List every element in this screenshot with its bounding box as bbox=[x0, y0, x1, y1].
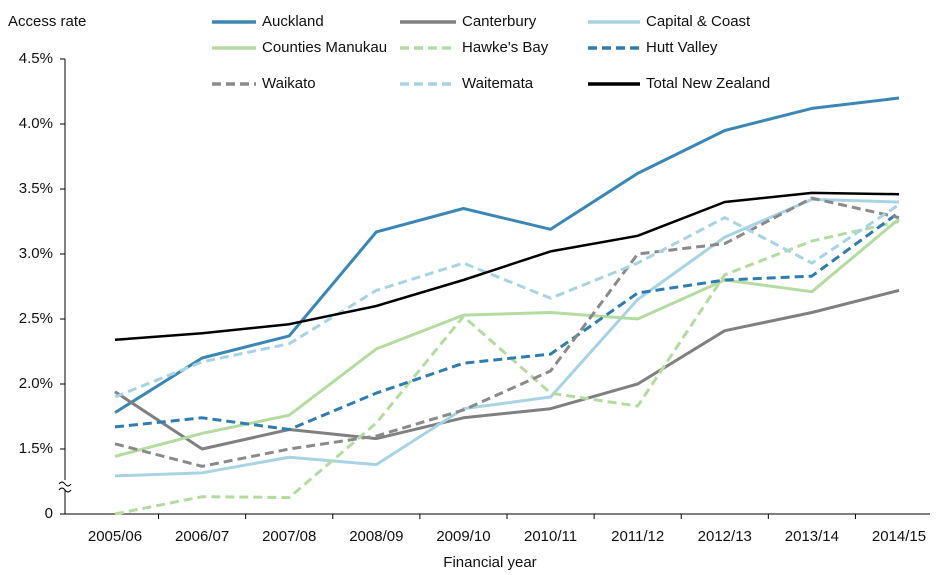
x-tick-label: 2009/10 bbox=[436, 528, 490, 545]
y-tick-label: 1.5% bbox=[19, 440, 53, 457]
legend-label: Waitemata bbox=[462, 75, 534, 92]
y-tick-label: 3.5% bbox=[19, 180, 53, 197]
y-tick-label: 0 bbox=[45, 505, 53, 522]
y-tick-label: 4.5% bbox=[19, 50, 53, 67]
legend-label: Waikato bbox=[262, 75, 316, 92]
x-tick-label: 2013/14 bbox=[785, 528, 839, 545]
series-line bbox=[114, 96, 900, 414]
axis-break-gap bbox=[59, 480, 71, 490]
series-line bbox=[114, 211, 900, 431]
x-tick-label: 2008/09 bbox=[349, 528, 403, 545]
series-line bbox=[114, 288, 900, 451]
y-tick-label: 3.0% bbox=[19, 245, 53, 262]
legend-label: Auckland bbox=[262, 13, 324, 30]
legend-label: Hawke's Bay bbox=[462, 39, 549, 56]
x-axis-title: Financial year bbox=[443, 554, 536, 571]
y-tick-label: 2.0% bbox=[19, 375, 53, 392]
series-line bbox=[114, 203, 900, 399]
legend-label: Canterbury bbox=[462, 13, 537, 30]
y-tick-label: 4.0% bbox=[19, 115, 53, 132]
y-axis-title: Access rate bbox=[8, 13, 86, 30]
legend-label: Capital & Coast bbox=[646, 13, 751, 30]
series-line bbox=[114, 196, 900, 468]
x-tick-label: 2007/08 bbox=[262, 528, 316, 545]
x-tick-label: 2010/11 bbox=[524, 528, 577, 545]
series-line bbox=[114, 197, 900, 478]
legend-label: Counties Manukau bbox=[262, 39, 387, 56]
series-line bbox=[114, 191, 900, 342]
x-tick-label: 2011/12 bbox=[611, 528, 664, 545]
legend-label: Total New Zealand bbox=[646, 75, 770, 92]
x-tick-label: 2005/06 bbox=[88, 528, 142, 545]
legend-label: Hutt Valley bbox=[646, 39, 718, 56]
x-tick-label: 2014/15 bbox=[872, 528, 926, 545]
axis-break bbox=[58, 481, 72, 493]
x-tick-label: 2006/07 bbox=[175, 528, 229, 545]
x-tick-label: 2012/13 bbox=[698, 528, 752, 545]
series-line bbox=[114, 220, 900, 516]
y-tick-label: 2.5% bbox=[19, 310, 53, 327]
